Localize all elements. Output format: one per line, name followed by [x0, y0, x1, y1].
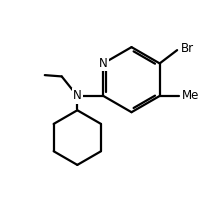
Text: Br: Br — [181, 42, 194, 55]
Text: N: N — [99, 57, 108, 70]
Text: N: N — [73, 89, 82, 103]
Text: Me: Me — [182, 89, 199, 103]
